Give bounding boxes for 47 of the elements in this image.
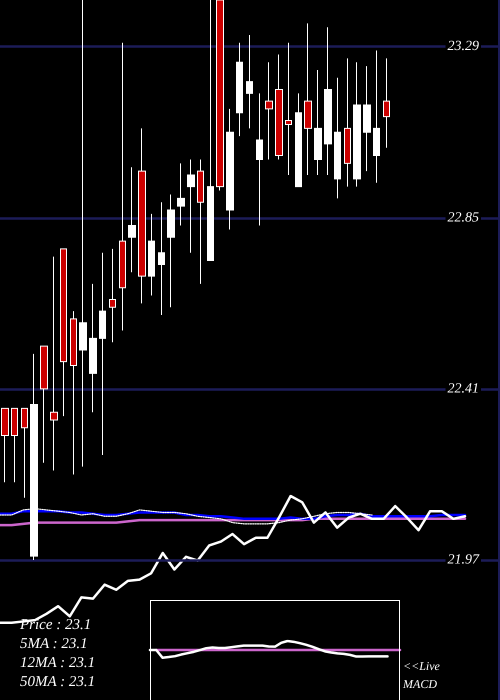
annotation: 5MA : 23.1 bbox=[20, 636, 88, 652]
candlestick bbox=[21, 408, 28, 498]
y-tick-label: 22.85 bbox=[448, 210, 479, 226]
candlestick bbox=[99, 252, 106, 456]
candlestick bbox=[167, 194, 175, 308]
candlestick bbox=[60, 248, 67, 417]
candlestick bbox=[285, 42, 292, 176]
candlestick bbox=[363, 66, 371, 172]
candlestick bbox=[138, 128, 146, 304]
candlestick bbox=[119, 42, 126, 332]
candlestick bbox=[197, 158, 204, 284]
candlestick bbox=[275, 54, 283, 160]
candlestick bbox=[128, 166, 136, 273]
candlestick bbox=[187, 158, 195, 254]
candlestick bbox=[109, 248, 116, 343]
candlestick bbox=[256, 92, 263, 226]
candlestick bbox=[79, 0, 87, 468]
annotation: 50MA : 23.1 bbox=[20, 674, 96, 690]
candlestick bbox=[216, 0, 224, 192]
candlestick bbox=[246, 34, 253, 129]
candlestick bbox=[295, 92, 302, 188]
candlestick bbox=[207, 0, 214, 262]
candlestick bbox=[226, 108, 234, 230]
candlestick bbox=[11, 408, 18, 483]
candlestick bbox=[324, 26, 332, 176]
candlestick bbox=[148, 213, 155, 296]
y-tick-label: 23.29 bbox=[448, 39, 479, 54]
candlestick bbox=[304, 22, 312, 176]
y-tick-label: 21.97 bbox=[448, 552, 480, 568]
candlestick bbox=[314, 70, 322, 176]
candlestick bbox=[89, 283, 97, 413]
candlestick bbox=[265, 62, 273, 160]
candlestick bbox=[353, 62, 361, 188]
candlestick bbox=[383, 58, 390, 148]
candlestick bbox=[40, 346, 48, 464]
candlestick bbox=[236, 42, 243, 137]
candlestick bbox=[50, 256, 58, 472]
candlestick bbox=[177, 162, 185, 226]
candlestick bbox=[158, 202, 165, 316]
candlestick bbox=[70, 310, 77, 475]
candlestick bbox=[1, 408, 9, 483]
y-tick-label: 22.41 bbox=[448, 381, 479, 396]
candlestick bbox=[373, 50, 380, 184]
candlestick bbox=[334, 77, 341, 199]
annotation: <<Live MACD bbox=[402, 659, 443, 691]
annotation: 12MA : 23.1 bbox=[20, 655, 96, 671]
candlestick bbox=[344, 58, 351, 188]
